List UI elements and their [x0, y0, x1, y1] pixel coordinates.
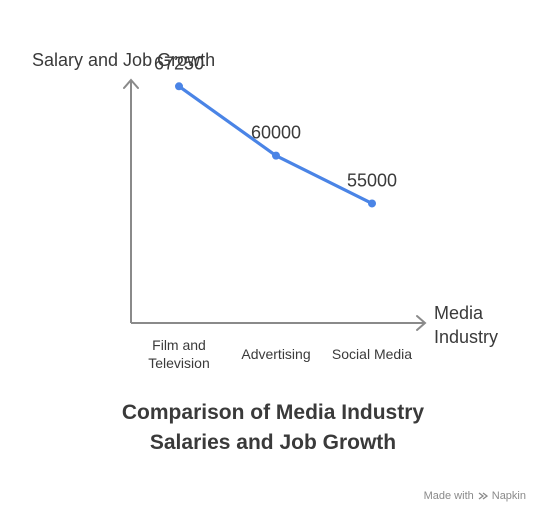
x-tick-label: Social Media — [332, 346, 412, 362]
x-tick-label: Television — [148, 355, 209, 371]
data-label: 55000 — [347, 170, 397, 190]
footer-watermark: Made with Napkin — [424, 490, 526, 502]
chart-title-line: Salaries and Job Growth — [150, 431, 396, 454]
data-label: 60000 — [251, 123, 301, 143]
labels-group: Salary and Job Growth Media Industry 67250 6… — [32, 50, 498, 454]
chart-title-line: Comparison of Media Industry — [122, 401, 425, 424]
x-tick-label: Advertising — [241, 346, 310, 362]
series-line — [177, 84, 374, 206]
x-axis-title-line: Media — [434, 303, 484, 323]
x-axis-title-line: Industry — [434, 327, 498, 347]
made-with-label: Made with — [423, 490, 474, 502]
y-axis-title: Salary and Job Growth — [32, 50, 215, 70]
axes — [123, 78, 427, 331]
data-point — [175, 82, 183, 91]
data-point — [272, 151, 280, 160]
data-point — [368, 199, 376, 208]
y-axis-arrow-icon — [123, 78, 139, 89]
series-line-group — [175, 82, 376, 208]
x-tick-label: Film and — [152, 337, 206, 353]
napkin-brand-label: Napkin — [491, 490, 526, 502]
x-axis-arrow-icon — [416, 315, 427, 331]
data-label: 67250 — [154, 53, 204, 73]
napkin-logo-icon — [478, 492, 488, 500]
